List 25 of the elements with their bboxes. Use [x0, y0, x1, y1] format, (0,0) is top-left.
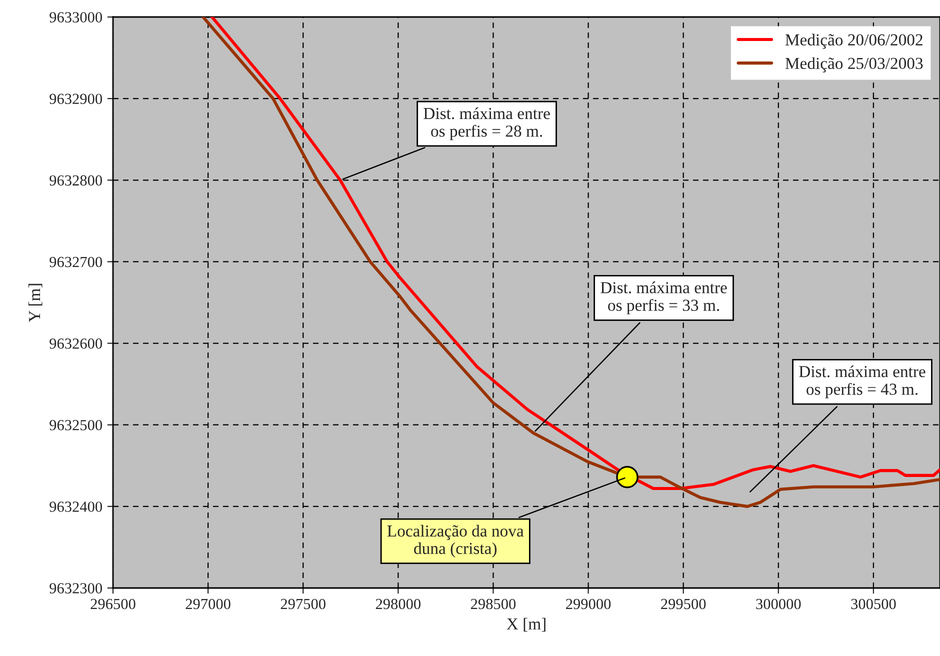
x-tick-label: 300000: [756, 598, 801, 610]
y-tick-label: 9632600: [50, 338, 102, 349]
x-tick-label: 298500: [470, 598, 516, 610]
annotation: Dist. máxima entre os perfis = 43 m.: [799, 365, 926, 398]
x-tick-label: 296500: [90, 598, 136, 610]
y-tick-label: 9632500: [50, 420, 102, 430]
x-tick-label: 297500: [280, 598, 326, 610]
y-tick-label: 9633000: [50, 12, 102, 22]
x-tick-label: 297000: [186, 598, 230, 610]
y-axis-title: Y [m]: [28, 284, 42, 322]
annotation: Dist. máxima entre os perfis = 28 m.: [424, 107, 550, 140]
y-tick-label: 9632300: [50, 583, 102, 594]
x-axis-title: X [m]: [506, 618, 546, 632]
y-tick-label: 9632900: [50, 94, 102, 104]
x-tick-label: 300500: [851, 598, 896, 610]
annotation: Localização da nova duna (crista): [387, 524, 524, 558]
x-tick-label: 299000: [566, 598, 611, 610]
x-tick-label: 299500: [661, 598, 706, 610]
x-tick-label: 298000: [376, 598, 421, 610]
y-tick-label: 9632400: [50, 502, 102, 512]
y-tick-label: 9632800: [50, 175, 102, 186]
annotation: Dist. máxima entre os perfis = 33 m.: [600, 282, 727, 314]
legend-label: Medição 25/03/2003: [785, 57, 923, 72]
y-tick-label: 9632700: [50, 256, 102, 268]
legend-label: Medição 20/06/2002: [785, 34, 922, 49]
